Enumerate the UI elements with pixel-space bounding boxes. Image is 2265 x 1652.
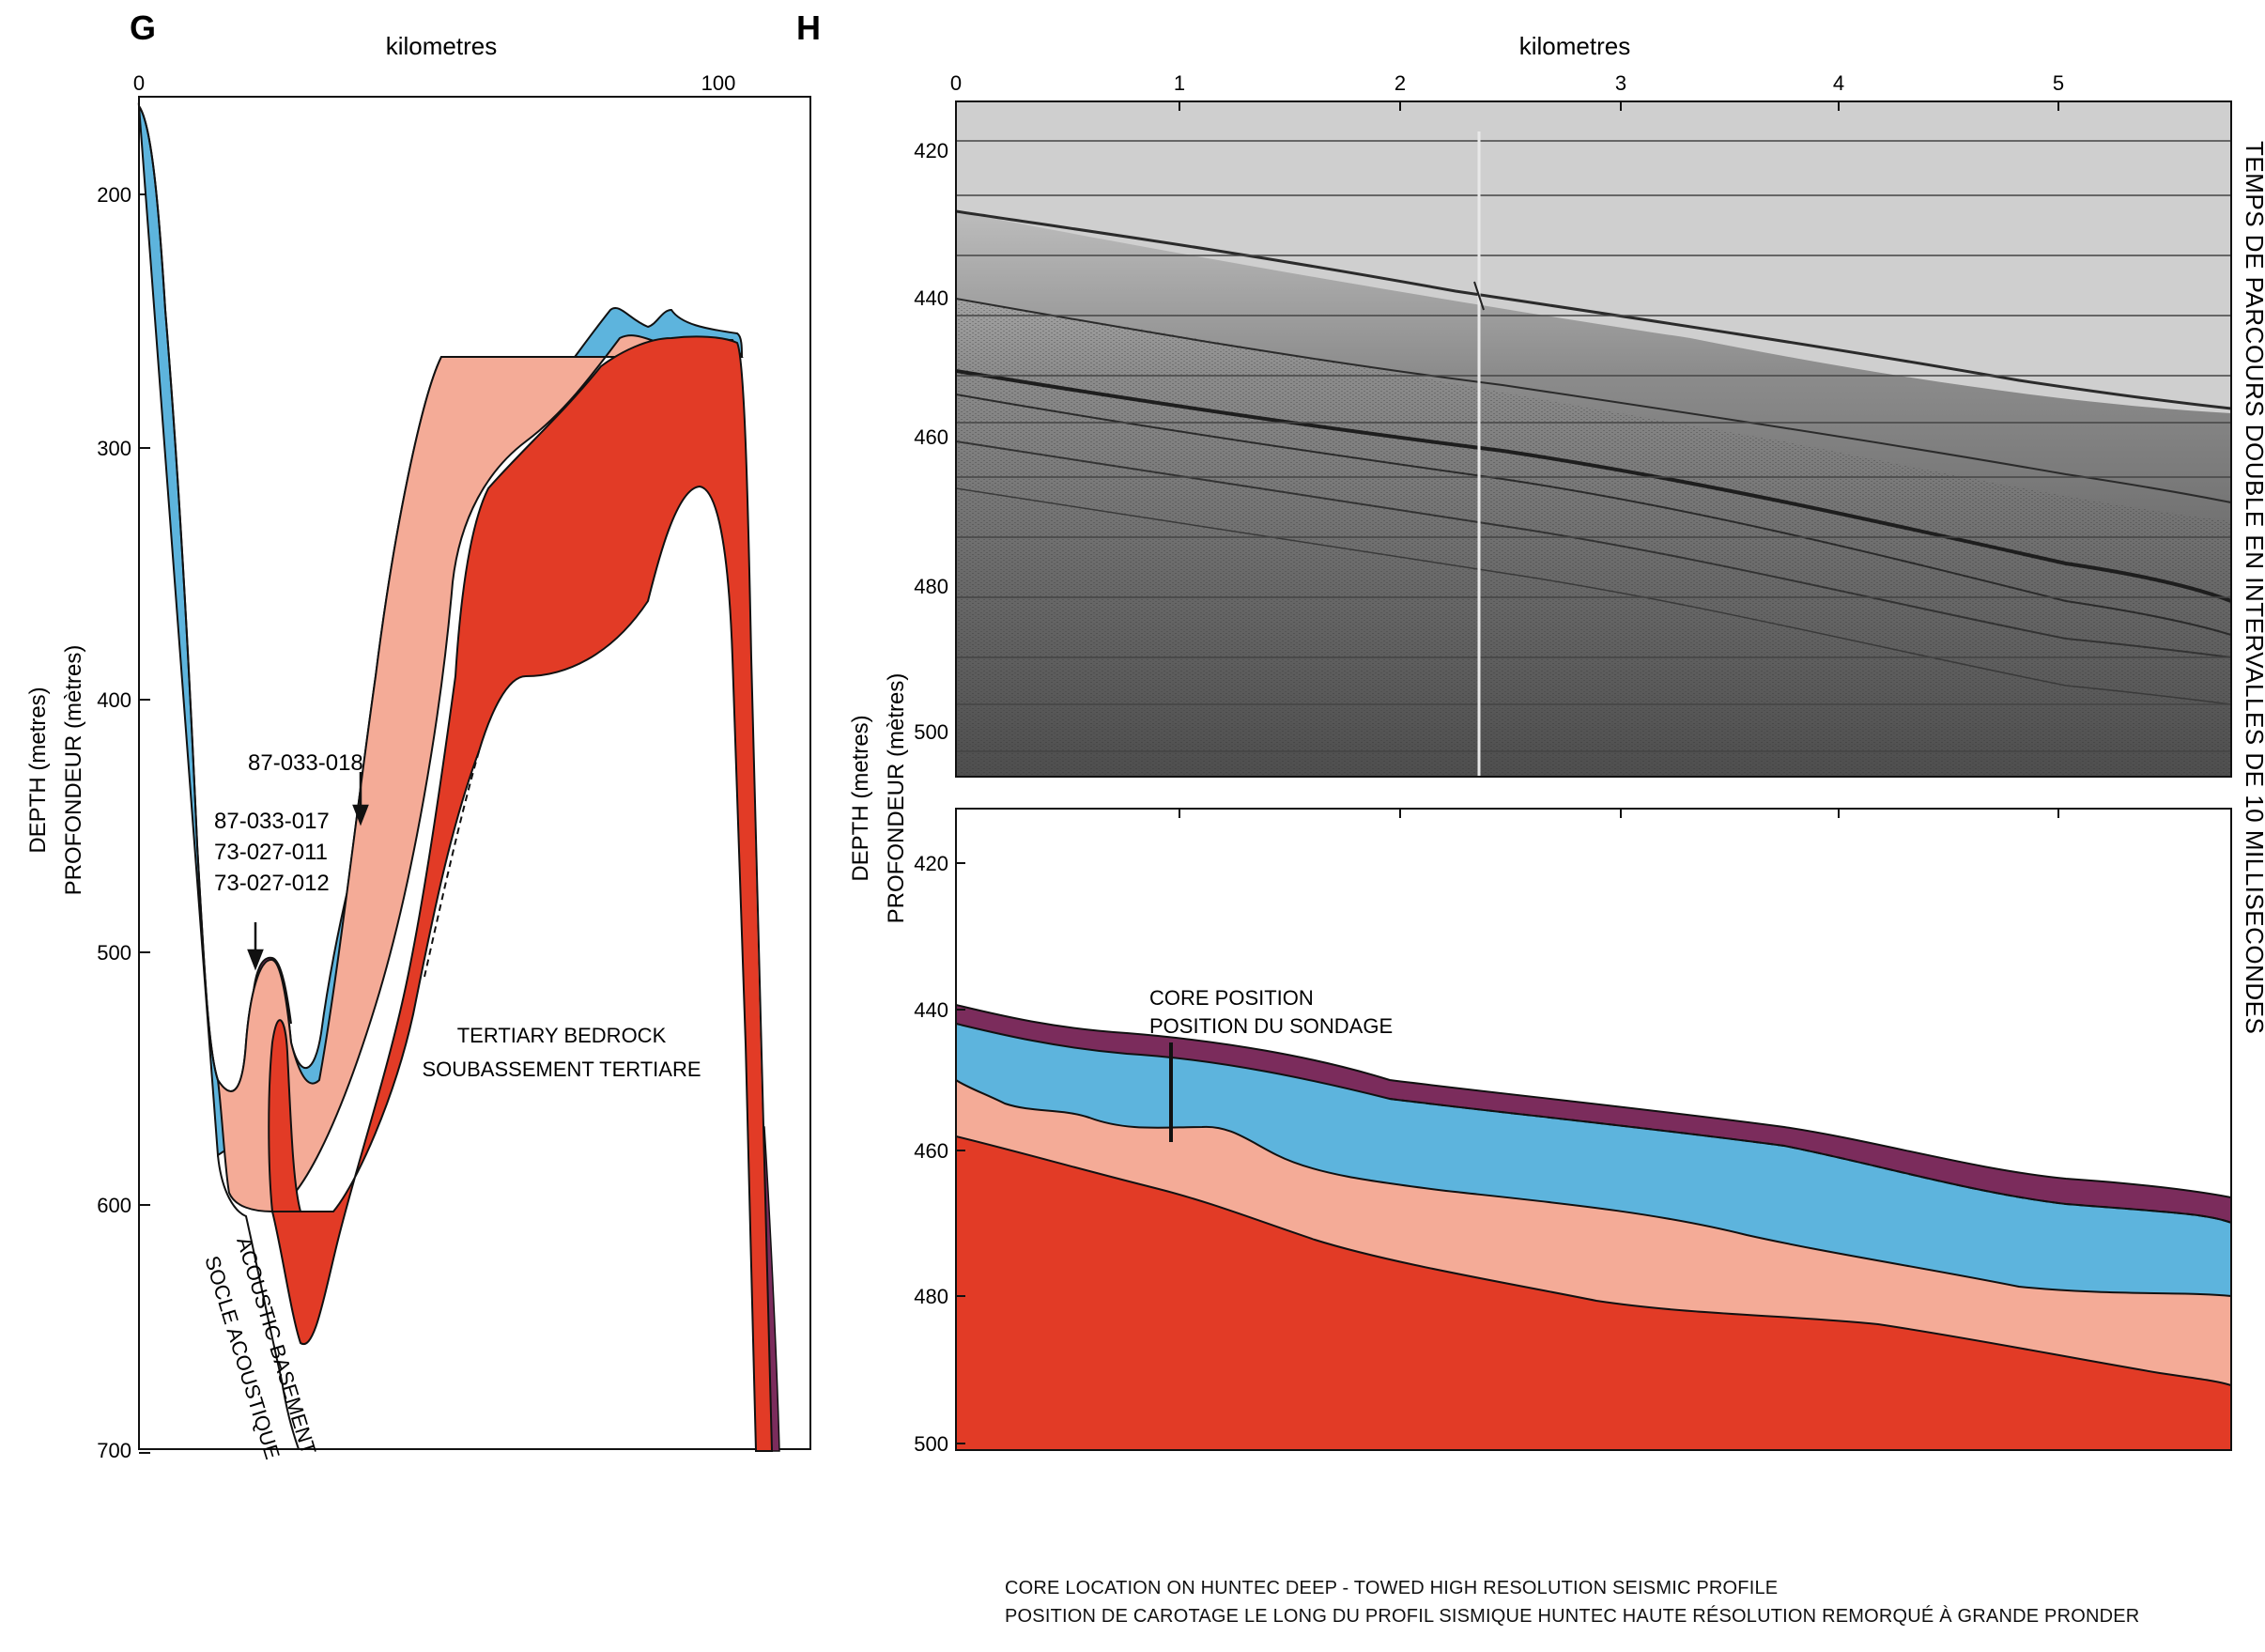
panel-g-frame	[138, 96, 811, 1450]
panel-h-profile-y-tick-440: 440	[914, 286, 948, 310]
panel-g-y-tick-600: 600	[97, 1194, 131, 1217]
panel-g-letter: G	[130, 8, 156, 47]
panel-g-dashed-contact	[424, 750, 480, 978]
panel-h-interpreted-section	[956, 809, 2231, 1450]
panel-g-x-tick-0: 0	[133, 71, 145, 95]
panel-h-x-tick-1: 1	[1174, 71, 1185, 95]
caption-en: CORE LOCATION ON HUNTEC DEEP - TOWED HIG…	[1005, 1578, 1779, 1598]
panel-g-y-tick-700: 700	[97, 1439, 131, 1462]
panel-g: G kilometres 0 100 200 300 400 500 600 7…	[25, 8, 811, 1462]
panel-h-section-y-tick-440: 440	[914, 998, 948, 1022]
panel-h-profile-y-ticks: 420 440 460 480 500	[914, 139, 948, 744]
caption-fr: POSITION DE CAROTAGE LE LONG DU PROFIL S…	[1005, 1606, 2140, 1627]
panel-g-core-arrow-018	[352, 772, 369, 826]
panel-h-x-tick-5: 5	[2053, 71, 2064, 95]
panel-g-core-label-018: 87-033-018	[248, 750, 363, 776]
panel-g-y-axis-title-fr: PROFONDEUR (mètres)	[61, 645, 86, 896]
panel-h-seismic-frame	[955, 100, 2232, 778]
panel-g-core-label-012: 73-027-012	[214, 871, 330, 896]
panel-g-y-tick-400: 400	[97, 688, 131, 712]
panel-g-bedrock-label-fr: SOUBASSEMENT TERTIARE	[422, 1058, 701, 1081]
panel-h-core-position-fr: POSITION DU SONDAGE	[1149, 1014, 1393, 1038]
panel-h: H kilometres 0 1 2 3 4 5	[796, 8, 2265, 1456]
panel-g-y-ticks	[139, 193, 150, 1454]
panel-h-seismic-profile	[956, 101, 2231, 777]
panel-h-y-axis-title-en: DEPTH (metres)	[848, 715, 873, 881]
panel-h-x-tick-4: 4	[1833, 71, 1844, 95]
panel-h-section-frame	[955, 808, 2232, 1451]
panel-h-core-position-en: CORE POSITION	[1149, 986, 1314, 1010]
panel-h-top-tick-marks	[1179, 101, 2059, 111]
panel-h-section-y-ticks: 420 440 460 480 500	[914, 852, 948, 1456]
panel-h-letter: H	[796, 8, 821, 47]
panel-h-profile-y-tick-480: 480	[914, 575, 948, 598]
panel-h-section-y-tick-500: 500	[914, 1432, 948, 1456]
panel-h-bottom-tick-marks	[956, 809, 2059, 1444]
panel-g-bedrock-dip	[268, 1019, 302, 1212]
panel-h-bedrock-unit	[956, 1135, 2231, 1450]
panel-h-x-ticks: 0 1 2 3 4 5	[950, 71, 2064, 95]
panel-g-y-tick-500: 500	[97, 941, 131, 965]
panel-h-x-tick-2: 2	[1394, 71, 1406, 95]
panel-h-x-tick-0: 0	[950, 71, 962, 95]
panel-g-y-axis-title-en: DEPTH (metres)	[25, 687, 51, 853]
panel-h-profile-y-tick-460: 460	[914, 425, 948, 449]
panel-h-x-tick-3: 3	[1615, 71, 1626, 95]
panel-h-section-y-tick-460: 460	[914, 1139, 948, 1163]
panel-g-core-label-017: 87-033-017	[214, 809, 330, 834]
panel-g-core-arrow-017	[247, 922, 264, 971]
panel-g-y-tick-200: 200	[97, 183, 131, 207]
panel-h-right-axis-title: TEMPS DE PARCOURS DOUBLE EN INTERVALLES …	[2241, 141, 2265, 1034]
panel-g-y-tick-300: 300	[97, 437, 131, 460]
panel-h-profile-y-tick-420: 420	[914, 139, 948, 162]
panel-g-seafloor-profile	[138, 105, 219, 1081]
panel-g-bedrock-label-en: TERTIARY BEDROCK	[457, 1024, 667, 1047]
panel-h-section-y-tick-420: 420	[914, 852, 948, 875]
panel-h-x-axis-title: kilometres	[1519, 32, 1630, 60]
panel-g-core-label-011: 73-027-011	[214, 840, 328, 865]
panel-h-profile-y-tick-500: 500	[914, 720, 948, 744]
panel-g-x-axis-title: kilometres	[386, 32, 497, 60]
panel-g-x-tick-100: 100	[701, 71, 736, 95]
panel-g-acoustic-basement-line	[217, 1154, 300, 1450]
panel-h-dashed-top-blue	[1389, 1098, 2231, 1224]
panel-g-bedrock	[270, 335, 774, 1452]
panel-h-section-y-tick-480: 480	[914, 1285, 948, 1308]
panel-h-y-axis-title-fr: PROFONDEUR (mètres)	[884, 673, 909, 924]
